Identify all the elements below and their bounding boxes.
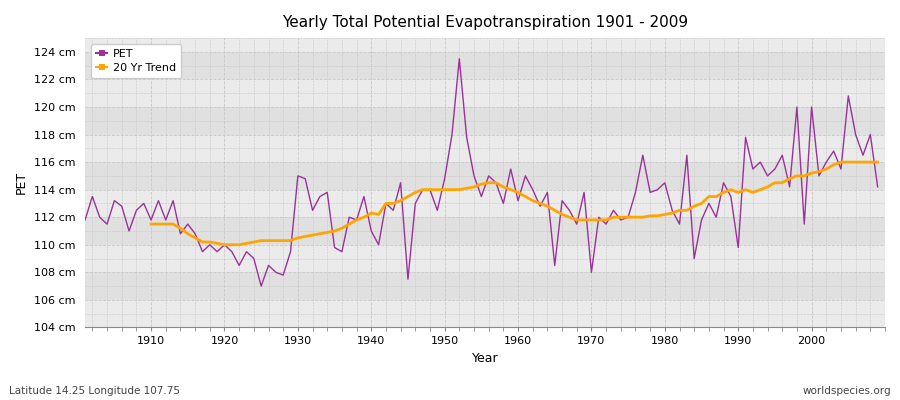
Text: Latitude 14.25 Longitude 107.75: Latitude 14.25 Longitude 107.75 — [9, 386, 180, 396]
Bar — [85, 190, 885, 217]
Bar — [85, 107, 885, 134]
Bar — [85, 245, 885, 272]
Text: worldspecies.org: worldspecies.org — [803, 386, 891, 396]
Bar — [85, 52, 885, 80]
Title: Yearly Total Potential Evapotranspiration 1901 - 2009: Yearly Total Potential Evapotranspiratio… — [282, 15, 688, 30]
Bar — [85, 272, 885, 300]
Bar — [85, 300, 885, 328]
X-axis label: Year: Year — [472, 352, 499, 365]
Bar — [85, 134, 885, 162]
Bar — [85, 217, 885, 245]
Legend: PET, 20 Yr Trend: PET, 20 Yr Trend — [91, 44, 182, 78]
Y-axis label: PET: PET — [15, 171, 28, 194]
Bar — [85, 162, 885, 190]
Bar — [85, 80, 885, 107]
